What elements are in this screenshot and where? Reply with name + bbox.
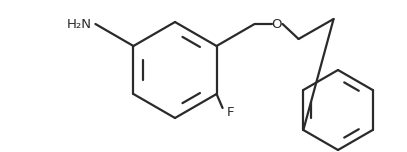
Text: F: F [227, 105, 234, 119]
Text: H₂N: H₂N [66, 17, 92, 31]
Text: O: O [271, 17, 282, 31]
